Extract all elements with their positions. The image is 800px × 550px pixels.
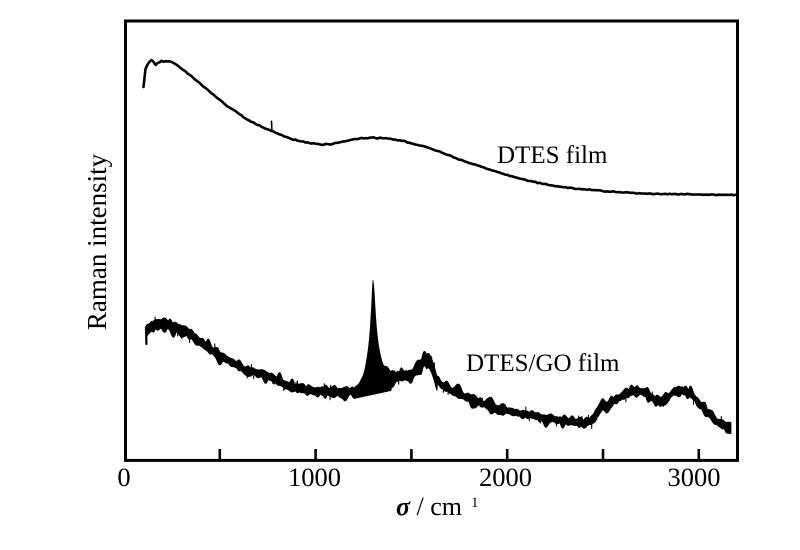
svg-text:0: 0 bbox=[117, 462, 130, 492]
svg-text:σ / cm1: σ / cm 1 bbox=[396, 492, 479, 521]
svg-text:2000: 2000 bbox=[479, 462, 532, 492]
svg-text:DTES/GO film: DTES/GO film bbox=[466, 350, 620, 377]
svg-text:DTES film: DTES film bbox=[497, 142, 608, 169]
svg-text:3000: 3000 bbox=[668, 462, 721, 492]
svg-text:Raman intensity: Raman intensity bbox=[82, 153, 112, 330]
svg-text:1000: 1000 bbox=[288, 462, 341, 492]
